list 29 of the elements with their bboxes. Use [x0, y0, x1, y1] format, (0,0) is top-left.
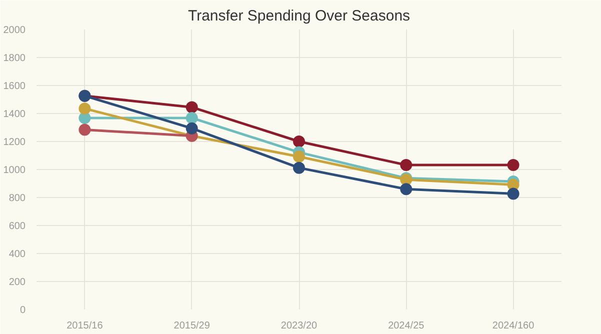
y-tick-label: 1800 — [3, 53, 26, 64]
point — [293, 150, 305, 163]
point — [293, 136, 305, 148]
y-tick-label: 1200 — [3, 137, 26, 148]
y-tick-label: 400 — [8, 249, 26, 260]
y-tick-label: 1000 — [3, 165, 26, 176]
y-tick-label: 1600 — [3, 81, 26, 92]
y-tick-label: 800 — [8, 193, 26, 204]
y-tick-label: 0 — [20, 305, 26, 316]
point — [186, 101, 198, 114]
point — [186, 122, 198, 134]
point — [186, 112, 198, 124]
point — [400, 159, 412, 172]
chart-title: Transfer Spending Over Seasons — [188, 8, 410, 24]
x-tick-label: 2015/16 — [66, 320, 104, 332]
x-tick-label: 2015/29 — [174, 320, 210, 332]
point — [78, 124, 91, 136]
x-tick-label: 2024/160 — [492, 320, 535, 332]
point — [293, 162, 305, 174]
y-tick-label: 2000 — [3, 25, 26, 36]
y-tick-label: 1400 — [3, 109, 26, 120]
x-tick-label: 2023/20 — [280, 320, 318, 332]
y-tick-label: 600 — [8, 221, 26, 232]
point — [507, 159, 520, 172]
point — [78, 102, 91, 115]
x-tick-label: 2024/25 — [388, 320, 425, 332]
y-tick-label: 200 — [8, 277, 26, 288]
point — [507, 188, 520, 200]
point — [400, 183, 412, 196]
